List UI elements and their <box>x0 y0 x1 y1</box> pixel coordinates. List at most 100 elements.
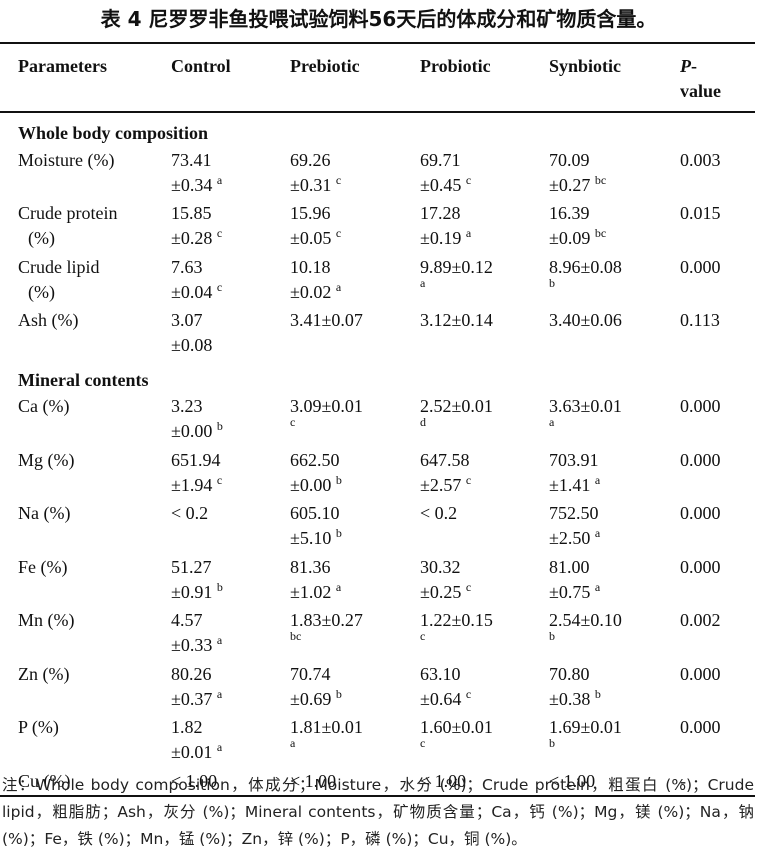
value-text: 80.26 <box>171 663 212 684</box>
significance: c <box>216 226 223 240</box>
value-cell: 69.71 ±0.45 c <box>420 148 549 202</box>
value-text: ±0.69 <box>290 688 332 709</box>
value-text: < 0.2 <box>420 503 458 523</box>
table-note: 注：Whole body composition，体成分；Moisture，水分… <box>2 776 754 848</box>
parameter-cell: Zn (%) <box>0 662 171 716</box>
parameter: Ca (%) <box>18 396 70 416</box>
value-cell: 1.81±0.01 a <box>290 715 420 769</box>
value-line: 70.80 <box>549 662 680 687</box>
value-line: 9.89±0.12 <box>420 255 549 280</box>
header-rest: -value <box>680 56 722 101</box>
significance: a <box>216 172 223 187</box>
parameter-cell: P (%) <box>0 715 171 769</box>
significance: c <box>216 472 223 487</box>
value-line: 17.28 <box>420 201 549 226</box>
value-line: ±0.01 a <box>171 740 290 767</box>
value-line: 662.50 <box>290 448 420 473</box>
value-text: 10.18 <box>290 256 331 277</box>
value-cell: 9.89±0.12 a <box>420 255 549 309</box>
value-cell: 70.74 ±0.69 b <box>290 662 420 716</box>
value-cell: 647.58 ±2.57 c <box>420 448 549 502</box>
section-row: Mineral contents <box>0 360 755 395</box>
value-line: 16.39 <box>549 201 680 226</box>
value-cell: 7.63 ±0.04 c <box>171 255 290 309</box>
parameter-cell: Mn (%) <box>0 608 171 662</box>
value-text: 70.80 <box>549 663 590 684</box>
significance: a <box>335 279 342 294</box>
value-line: ±0.27 bc <box>549 173 680 200</box>
parameter: Mn (%) <box>18 610 75 630</box>
value-text: 17.28 <box>420 203 461 223</box>
value-text: < 0.2 <box>171 503 209 523</box>
parameter-cell: Crude lipid (%) <box>0 255 171 309</box>
parameter-cell: Fe (%) <box>0 555 171 609</box>
value-cell: 3.09±0.01 c <box>290 394 420 448</box>
significance: a <box>594 526 601 540</box>
data-row: Ca (%) 3.23 ±0.00 b 3.09±0.01 c 2.52±0.01 d 3.6… <box>0 394 755 448</box>
value-line: 69.71 <box>420 148 549 173</box>
value-cell: < 1.00 <box>549 769 680 797</box>
value-line: 651.94 <box>171 448 290 473</box>
data-row: Na (%) < 0.2 605.10 ±5.10 b < 0.2 752.50 ±2.50… <box>0 501 755 555</box>
column-header: Parameters <box>18 56 107 76</box>
value-line: 15.96 <box>290 201 420 226</box>
value-text: ±0.31 <box>290 174 332 195</box>
value-line: 2.54±0.10 <box>549 608 680 633</box>
value-line: ±0.00 b <box>290 473 420 500</box>
value-cell: 3.23 ±0.00 b <box>171 394 290 448</box>
data-row: Moisture (%) 73.41 ±0.34 a 69.26 ±0.31 c 69.7… <box>0 148 755 202</box>
value-text: ±1.02 <box>290 581 332 602</box>
value-cell: 1.69±0.01 b <box>549 715 680 769</box>
significance: c <box>290 415 296 429</box>
significance: b <box>594 686 601 701</box>
p-value: 0.000 <box>680 449 721 470</box>
significance: a <box>594 472 601 487</box>
value-text: ±0.19 <box>420 228 462 248</box>
value-line: 69.26 <box>290 148 420 173</box>
value-text: ±0.02 <box>290 281 332 302</box>
value-text: 3.41±0.07 <box>290 310 363 330</box>
value-line: 8.96±0.08 <box>549 255 680 280</box>
value-line: < 0.2 <box>171 501 290 526</box>
value-cell: 3.63±0.01 a <box>549 394 680 448</box>
significance: a <box>465 226 472 240</box>
value-line: ±2.57 c <box>420 473 549 500</box>
significance: b <box>335 472 342 487</box>
data-row: Mg (%) 651.94 ±1.94 c 662.50 ±0.00 b 647.58 ±2… <box>0 448 755 502</box>
value-line: ±0.69 b <box>290 687 420 714</box>
p-value: 0.003 <box>680 149 721 170</box>
value-cell: 3.12±0.14 <box>420 308 549 360</box>
significance: b <box>335 686 342 701</box>
value-text: 1.69±0.01 <box>549 717 622 737</box>
value-text: 1.22±0.15 <box>420 610 493 630</box>
value-text: 1.81±0.01 <box>290 717 363 737</box>
column-header: Prebiotic <box>290 56 360 76</box>
value-text: 15.96 <box>290 203 331 223</box>
table-header: Parameters Control Prebiotic Probiotic Synbi… <box>0 43 755 112</box>
significance: c <box>420 629 426 643</box>
value-line: < 1.00 <box>290 769 420 794</box>
parameter: Moisture (%) <box>18 149 115 170</box>
value-line: 7.63 <box>171 255 290 280</box>
value-line: ±0.64 c <box>420 687 549 714</box>
value-text: 752.50 <box>549 503 599 523</box>
parameter-cell: Crude protein (%) <box>0 201 171 255</box>
value-text: ±5.10 <box>290 528 332 548</box>
significance: a <box>420 275 426 290</box>
significance: b <box>549 736 555 750</box>
significance: c <box>335 226 342 240</box>
value-line: 3.40±0.06 <box>549 308 680 333</box>
value-text: ±0.38 <box>549 688 591 709</box>
column-header: Synbiotic <box>549 56 622 76</box>
value-line: ±0.33 a <box>171 633 290 660</box>
data-row: Crude lipid (%) 7.63 ±0.04 c 10.18 ±0.02 a 9.… <box>0 255 755 309</box>
value-cell: 15.85 ±0.28 c <box>171 201 290 255</box>
header-italic: P <box>680 56 691 76</box>
data-table: Parameters Control Prebiotic Probiotic Synbi… <box>0 42 755 797</box>
significance: b <box>549 275 555 290</box>
value-text: ±0.04 <box>171 281 213 302</box>
value-line: ±0.45 c <box>420 173 549 200</box>
value-line: ±0.28 c <box>171 226 290 253</box>
value-text: 651.94 <box>171 449 221 470</box>
value-cell: < 1.00 <box>420 769 549 797</box>
